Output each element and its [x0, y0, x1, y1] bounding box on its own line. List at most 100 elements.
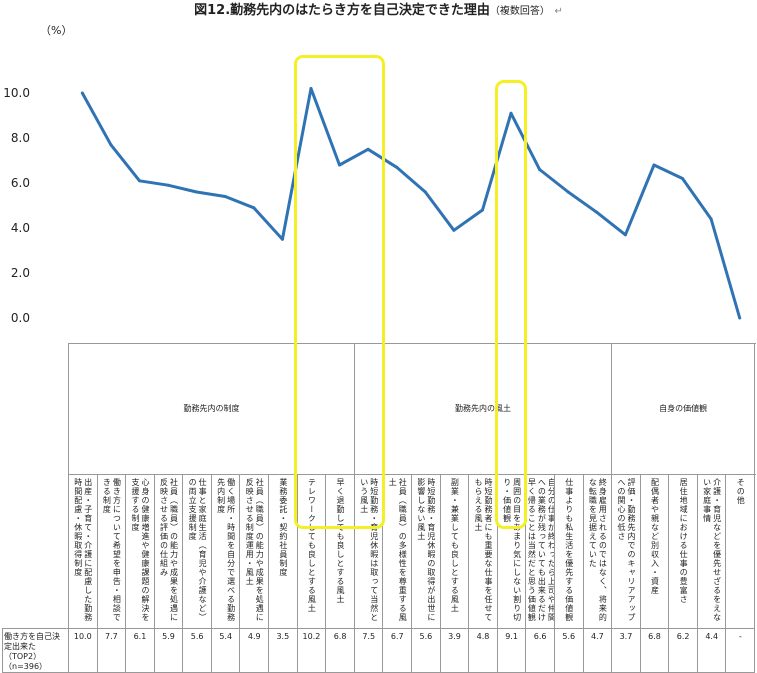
category-cell: 心身の健康増進や健康課題の解決を支援する制度 — [125, 474, 155, 629]
data-point — [195, 190, 199, 194]
category-label: 自分の仕事が終わったら上司や仲間への業務が残っていても出来るだけ早く帰ることは当… — [527, 478, 555, 622]
category-cell: 自分の仕事が終わったら上司や仲間への業務が残っていても出来るだけ早く帰ることは当… — [525, 474, 555, 629]
data-point — [338, 163, 341, 167]
value-label: 3.9 — [439, 628, 470, 673]
category-cell: 社員（職員）の多様性を尊重する風土 — [382, 474, 413, 629]
value-label: 9.1 — [496, 628, 527, 673]
data-point — [80, 91, 84, 95]
y-tick-label: 10.0 — [3, 86, 30, 100]
value-label: 5.6 — [182, 628, 212, 673]
corner-cell — [2, 343, 69, 475]
data-point — [395, 165, 399, 169]
data-point — [452, 228, 456, 232]
category-label: 周囲の目をあまり気にしない割り切り・価値観 — [502, 478, 522, 622]
value-label: 5.6 — [411, 628, 441, 673]
chart-title: 図12.勤務先内のはたらき方を自己決定できた理由（複数回答） ↵ — [0, 0, 757, 22]
data-point — [738, 316, 742, 320]
data-point — [166, 183, 170, 187]
category-label: 仕事よりも私生活を優先する価値観 — [564, 478, 574, 622]
data-point — [709, 217, 713, 221]
category-cell: 居住地域における仕事の豊富さ — [668, 474, 698, 629]
y-tick-label: 8.0 — [11, 131, 30, 145]
value-label: - — [725, 628, 756, 673]
category-label: 社員（職員）の多様性を尊重する風土 — [388, 478, 408, 622]
group-header: 勤務先内の制度 — [68, 343, 355, 475]
category-cell: 出産・子育て・介護に配慮した勤務時間配慮・休暇取得制度 — [68, 474, 98, 629]
data-point — [681, 177, 684, 180]
return-mark-icon: ↵ — [554, 6, 563, 17]
y-tick-label: 4.0 — [11, 221, 30, 235]
y-tick-label: 0.0 — [11, 311, 30, 325]
value-label: 4.9 — [239, 628, 270, 673]
category-label: その他 — [736, 478, 746, 505]
value-label: 7.7 — [96, 628, 127, 673]
category-cell: 業務委託・契約社員制度 — [268, 474, 298, 629]
value-label: 6.1 — [125, 628, 155, 673]
category-cell: 働き方について希望を申告・相談できる制度 — [96, 474, 127, 629]
category-cell: 終身雇用されるのではなく、将来的な転職を見据えていた — [582, 474, 613, 629]
category-cell: 社員（職員）の能力や成果を処遇に反映させる制度運用・風土 — [239, 474, 270, 629]
category-label: 時短勤務・育児休暇は取って当然という風土 — [359, 478, 379, 622]
category-label: 時短勤務者にも重要な仕事を任せてもらえる風土 — [474, 478, 493, 622]
category-label: 社員（職員）の能力や成果を処遇に反映させる制度運用・風土 — [245, 478, 265, 622]
category-label: テレワークしても良しとする風土 — [307, 478, 317, 613]
category-label: 配偶者や親など別収入・資産 — [650, 478, 660, 595]
category-label: 副業・兼業しても良しとする風土 — [450, 478, 460, 613]
value-label: 4.4 — [696, 628, 727, 673]
value-label: 7.5 — [353, 628, 384, 673]
category-cell: その他 — [725, 474, 756, 629]
category-cell: 介護・育児などを優先せざるをえない家庭事情 — [696, 474, 727, 629]
category-label: 早く退勤しても良しとする風土 — [336, 478, 346, 604]
category-label: 働く場所・時間を自分で選べる勤務先内制度 — [216, 478, 236, 622]
group-header: 勤務先内の風土 — [353, 343, 613, 475]
chart-title-main: 図12.勤務先内のはたらき方を自己決定できた理由 — [194, 3, 490, 18]
highlight-box — [495, 80, 527, 529]
value-label: 4.8 — [468, 628, 498, 673]
y-axis-ticks: 0.0 2.0 4.0 6.0 8.0 10.0 — [3, 86, 30, 325]
category-label: 仕事と家庭生活（育児や介護など）の両立支援制度 — [188, 478, 208, 622]
data-point — [366, 147, 370, 151]
category-label: 社員（職員）の能力や成果を処遇に反映させる評価の仕組み — [159, 478, 179, 622]
data-point — [509, 111, 513, 115]
line-chart: 0.0 2.0 4.0 6.0 8.0 10.0 — [3, 86, 742, 325]
data-point — [595, 210, 599, 214]
value-label: 5.4 — [210, 628, 241, 673]
data-point — [481, 208, 484, 212]
category-cell: 仕事よりも私生活を優先する価値観 — [553, 474, 584, 629]
y-tick-label: 2.0 — [11, 266, 30, 280]
value-label: 6.7 — [382, 628, 413, 673]
data-point — [223, 195, 227, 198]
value-label: 5.9 — [153, 628, 184, 673]
group-header: 自身の価値観 — [611, 343, 756, 475]
data-point — [623, 233, 627, 237]
data-point — [109, 143, 113, 147]
series-line — [80, 87, 742, 319]
value-label: 5.6 — [553, 628, 584, 673]
data-point — [309, 87, 313, 90]
y-axis-unit-label: （%） — [40, 24, 73, 37]
category-label: 時短勤務・育児休暇の取得が出世に影響しない風土 — [416, 478, 436, 622]
category-cell: 副業・兼業しても良しとする風土 — [439, 474, 470, 629]
data-point — [280, 237, 284, 241]
chart-title-sub: （複数回答） — [489, 6, 550, 17]
row-label: 働き方を自己決定出来た（TOP2）（n=396） — [2, 628, 69, 673]
data-point — [252, 206, 256, 210]
category-label: 評価・勤務先内でのキャリアアップへの関心の低さ — [616, 478, 636, 622]
data-point — [538, 168, 542, 171]
category-label: 働き方について希望を申告・相談できる制度 — [102, 478, 122, 622]
category-cell: 時短勤務者にも重要な仕事を任せてもらえる風土 — [468, 474, 498, 629]
value-label: 3.7 — [611, 628, 641, 673]
data-point — [423, 190, 427, 194]
y-tick-label: 6.0 — [11, 176, 30, 190]
data-point — [652, 163, 656, 167]
corner-cell — [2, 474, 69, 629]
data-point — [138, 179, 141, 183]
category-cell: 配偶者や親など別収入・資産 — [639, 474, 670, 629]
value-label: 10.0 — [68, 628, 98, 673]
category-cell: 働く場所・時間を自分で選べる勤務先内制度 — [210, 474, 241, 629]
data-points — [80, 87, 742, 320]
value-label: 6.8 — [325, 628, 355, 673]
value-label: 3.5 — [268, 628, 298, 673]
value-row: 働き方を自己決定出来た（TOP2）（n=396） 10.0 7.7 6.1 5.9 5.6… — [2, 628, 756, 673]
value-label: 10.2 — [296, 628, 327, 673]
